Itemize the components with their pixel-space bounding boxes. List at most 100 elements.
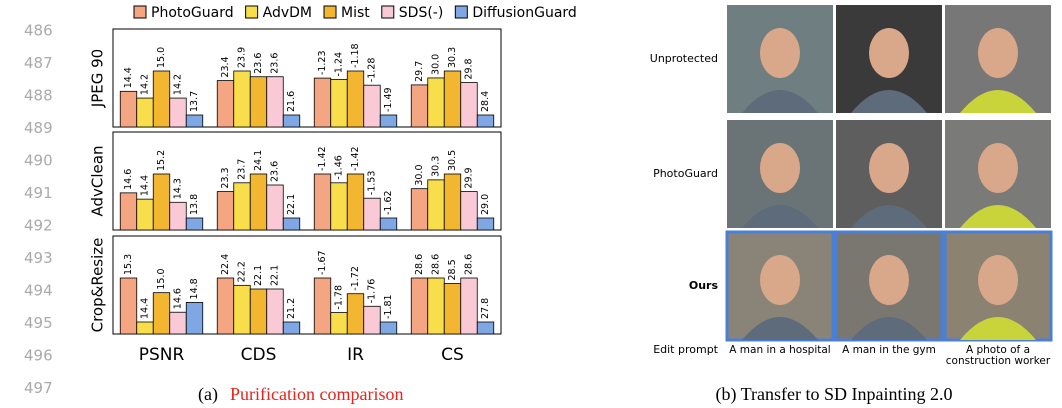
value-label: 27.8 — [480, 298, 491, 319]
value-label: -1.18 — [350, 43, 361, 68]
bar — [364, 85, 381, 127]
bar — [347, 294, 364, 334]
value-label: 30.3 — [431, 156, 442, 177]
value-label: -1.42 — [350, 146, 361, 171]
value-label: -1.81 — [383, 294, 394, 319]
line-number: 490 — [24, 152, 53, 170]
value-label: 23.6 — [253, 53, 264, 74]
bar — [137, 98, 154, 127]
value-label: -1.78 — [334, 285, 345, 310]
page: (a) Purification comparison (b) Transfer… — [0, 0, 1062, 408]
value-label: -1.46 — [334, 155, 345, 180]
bar — [477, 115, 494, 127]
value-label: 13.7 — [189, 91, 200, 112]
value-label: 28.4 — [480, 91, 491, 112]
prompt: A man in the gym — [842, 344, 936, 356]
bar — [347, 71, 364, 127]
line-number: 492 — [24, 217, 53, 235]
bar — [461, 192, 478, 230]
bar — [120, 278, 137, 334]
edit-prompt-label: Edit prompt — [653, 343, 718, 356]
value-label: -1.53 — [367, 171, 378, 196]
bar — [234, 285, 251, 334]
bar — [250, 289, 267, 334]
bar — [153, 71, 170, 127]
bar — [186, 218, 203, 230]
value-label: 22.2 — [237, 261, 248, 282]
panel-label: Crop&Resize — [89, 238, 107, 333]
value-label: 29.7 — [414, 61, 425, 82]
legend-label: Mist — [341, 5, 370, 21]
bar — [461, 83, 478, 127]
bar — [314, 78, 331, 127]
value-label: -1.42 — [317, 146, 328, 171]
value-label: 15.2 — [156, 150, 167, 171]
value-label: 22.1 — [286, 194, 297, 215]
legend-swatch — [134, 6, 146, 18]
bar — [170, 312, 187, 334]
bar — [120, 193, 137, 230]
value-label: -1.49 — [383, 87, 394, 112]
legend-label: DiffusionGuard — [472, 5, 577, 21]
value-label: 14.6 — [173, 288, 184, 309]
bar — [186, 115, 203, 127]
bar — [444, 71, 461, 127]
value-label: 22.1 — [270, 265, 281, 286]
face — [760, 28, 800, 78]
bar — [153, 293, 170, 334]
x-tick-label: IR — [347, 345, 364, 365]
x-tick-label: CS — [441, 345, 464, 365]
bar — [170, 98, 187, 127]
value-label: 15.0 — [156, 47, 167, 68]
bar — [267, 185, 284, 230]
line-number: 488 — [24, 87, 53, 105]
value-label: 29.0 — [480, 194, 491, 215]
value-label: 14.4 — [140, 298, 151, 319]
face — [760, 255, 800, 305]
bar — [411, 278, 428, 334]
value-label: 14.2 — [173, 74, 184, 95]
value-label: 14.2 — [140, 74, 151, 95]
bar — [331, 183, 348, 230]
bar — [217, 192, 234, 230]
bar — [234, 183, 251, 230]
value-label: 23.9 — [237, 47, 248, 68]
bar — [250, 77, 267, 127]
bar — [411, 85, 428, 127]
caption-text: Purification comparison — [230, 384, 403, 404]
bar — [283, 218, 300, 230]
value-label: -1.23 — [317, 51, 328, 76]
value-label: -1.24 — [334, 52, 345, 77]
face — [869, 28, 909, 78]
caption-prefix: (a) — [198, 384, 218, 405]
value-label: 28.6 — [431, 254, 442, 275]
value-label: 23.7 — [237, 159, 248, 180]
bar — [461, 278, 478, 334]
value-label: 24.1 — [253, 150, 264, 171]
bar — [380, 115, 397, 127]
bar — [364, 306, 381, 334]
bar — [250, 174, 267, 230]
value-label: 22.4 — [220, 254, 231, 275]
value-label: 14.4 — [140, 175, 151, 196]
value-label: 30.0 — [431, 54, 442, 75]
x-tick-label: PSNR — [139, 345, 185, 365]
prompt: construction worker — [946, 355, 1051, 367]
value-label: 28.6 — [464, 254, 475, 275]
legend-swatch — [382, 6, 394, 18]
bar — [137, 322, 154, 334]
figure: (a) Purification comparison (b) Transfer… — [0, 0, 1062, 408]
bar — [267, 289, 284, 334]
bar — [217, 81, 234, 127]
bar — [137, 199, 154, 230]
legend-swatch — [324, 6, 336, 18]
bar — [267, 77, 284, 127]
face — [869, 143, 909, 193]
bar — [186, 302, 203, 334]
legend-label: PhotoGuard — [151, 5, 234, 21]
bar — [331, 313, 348, 334]
line-number: 496 — [24, 347, 53, 365]
value-label: 30.3 — [447, 47, 458, 68]
bar — [380, 322, 397, 334]
value-label: -1.76 — [367, 279, 378, 304]
